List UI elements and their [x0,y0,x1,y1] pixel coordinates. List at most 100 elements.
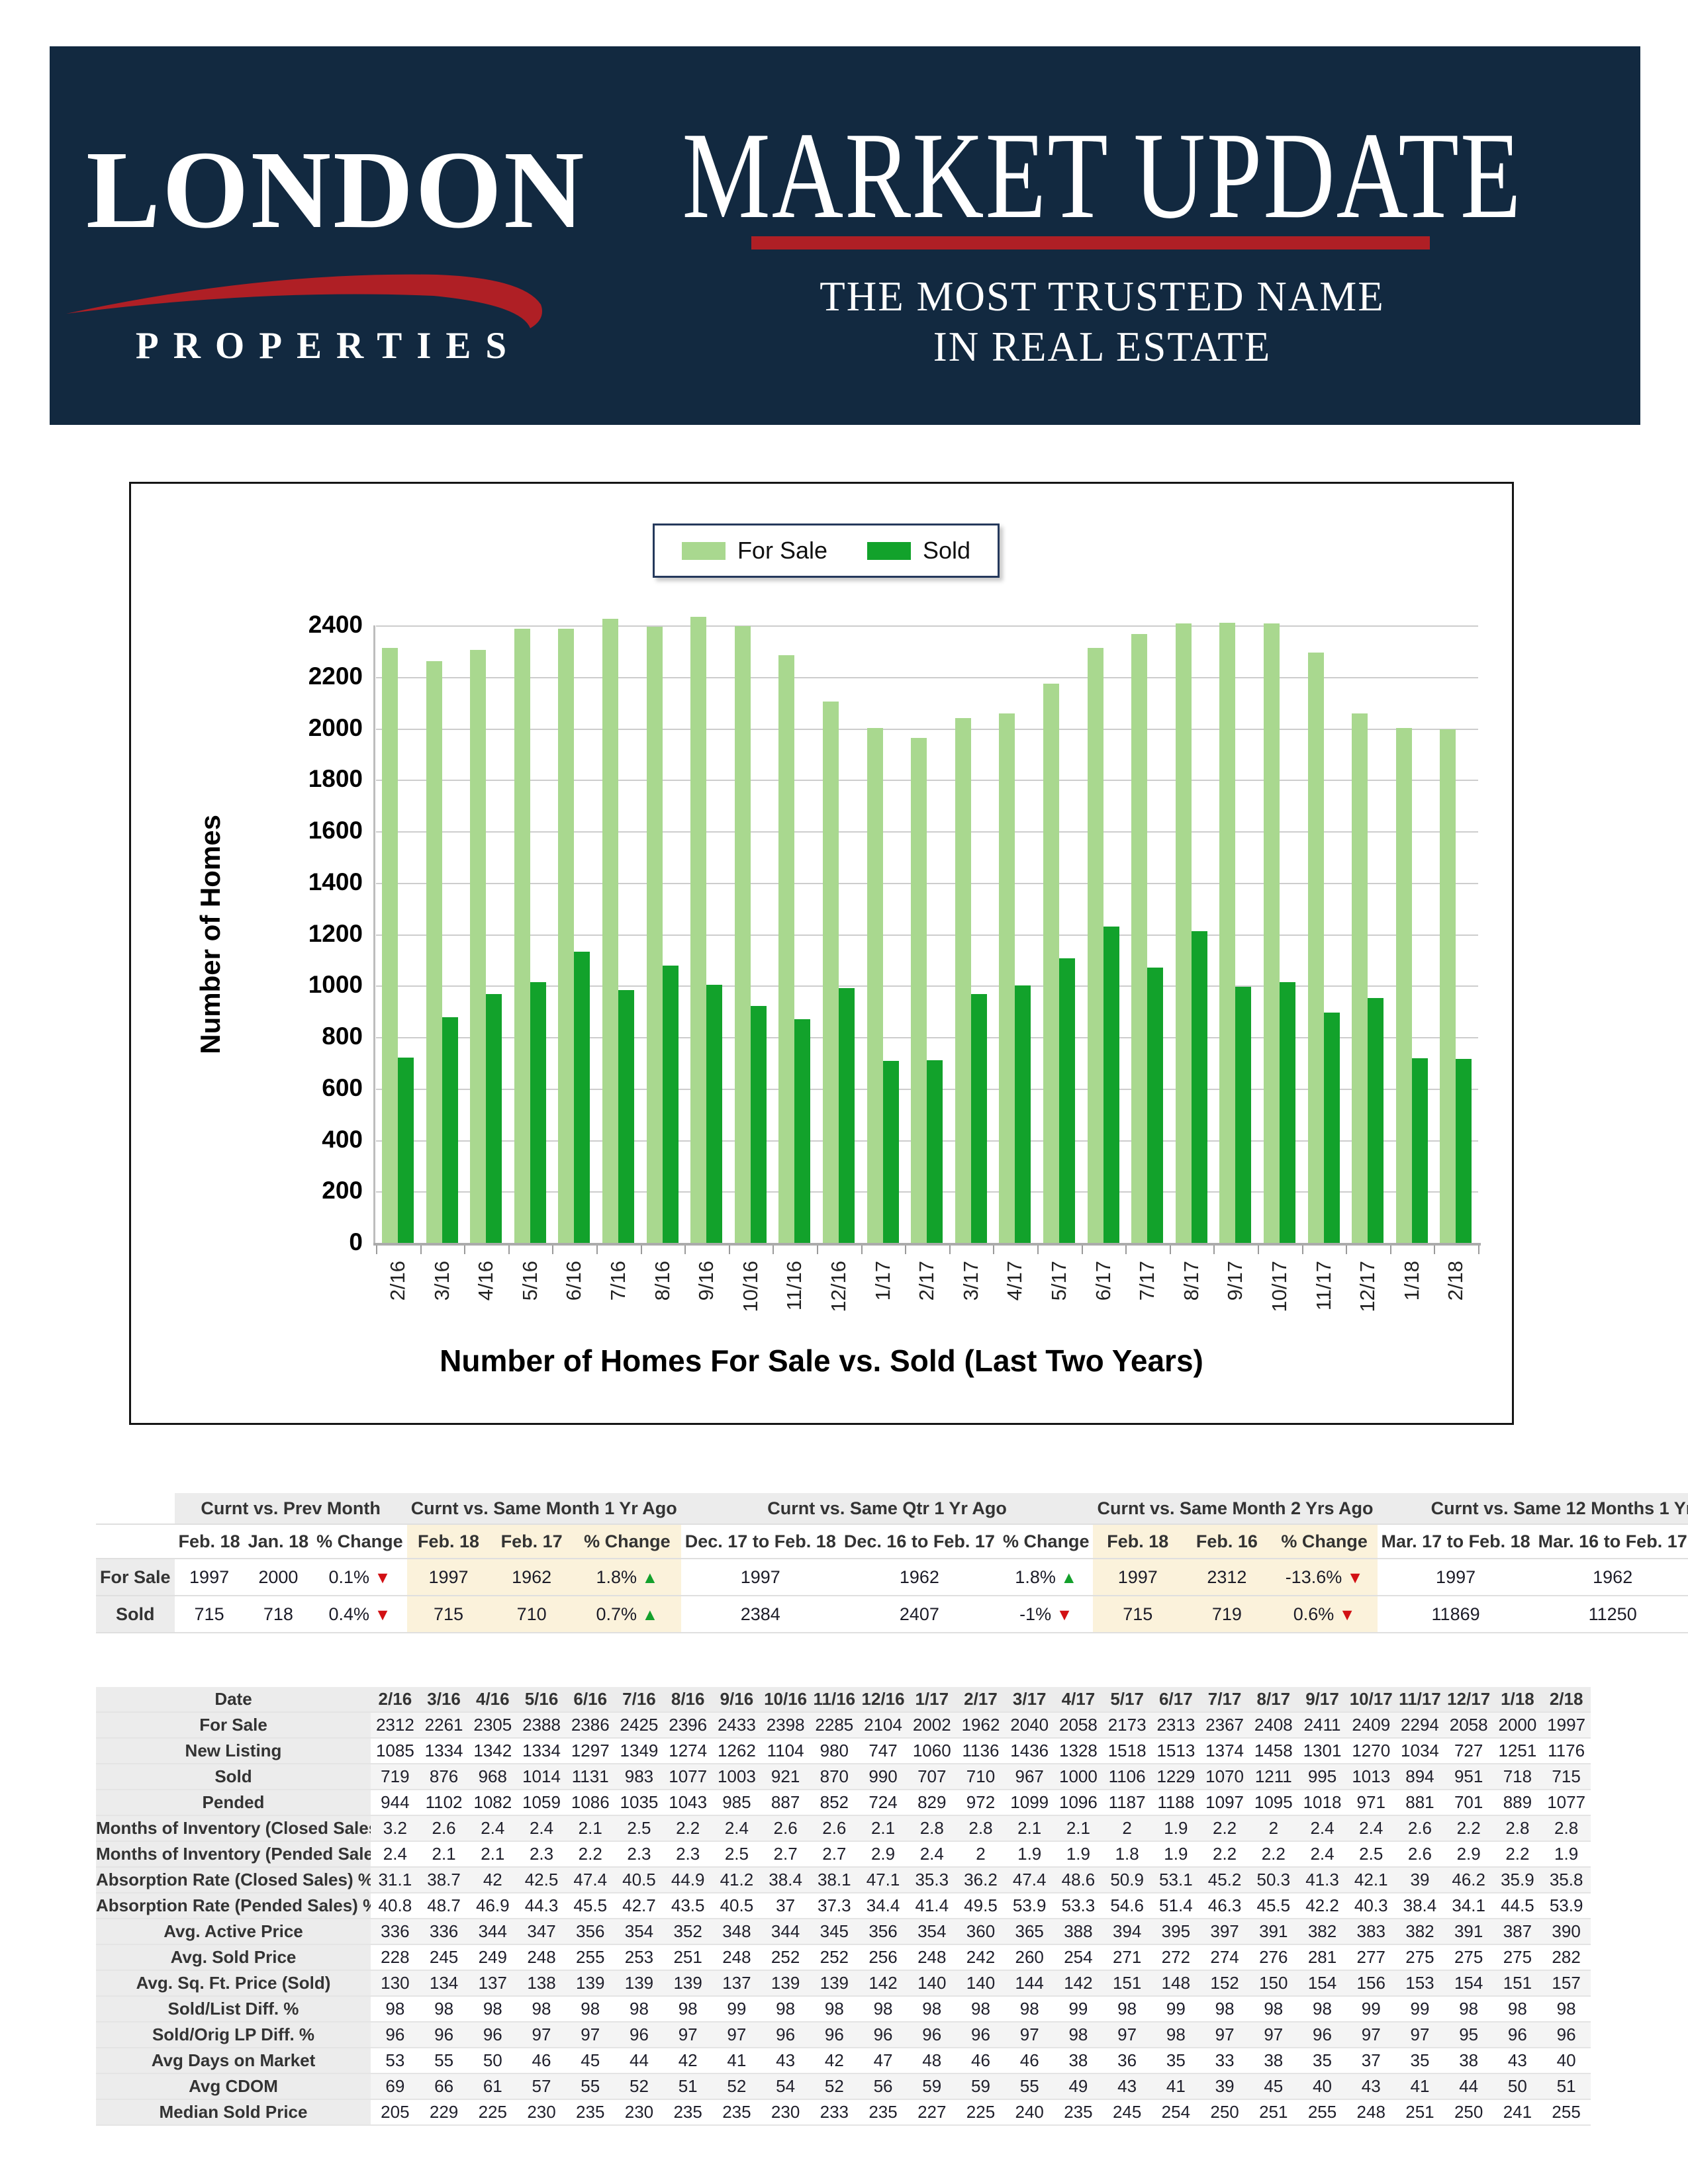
summary-corner-cell [96,1493,175,1524]
tagline-line1: THE MOST TRUSTED NAME [820,273,1385,320]
detail-cell: 2.2 [663,1815,713,1841]
detail-cell: 50 [1493,2073,1542,2099]
detail-cell: 2.4 [517,1815,566,1841]
detail-cell: 97 [1346,2022,1396,2048]
detail-cell: 35 [1313,2050,1332,2070]
summary-cell: 2000 [258,1567,299,1587]
detail-cell: 45 [1248,2073,1298,2099]
detail-column-header: 11/16 [810,1687,859,1712]
detail-cell: 154 [1297,1970,1347,1996]
detail-cell: 1342 [473,1741,512,1760]
x-tick-label: 8/16 [650,1261,674,1301]
detail-cell: 715 [1542,1764,1591,1790]
detail-cell: 1962 [956,1712,1006,1738]
detail-cell: 96 [1542,2022,1591,2048]
detail-cell: 251 [1259,2102,1288,2122]
detail-cell: 69 [371,2073,420,2099]
gridline [376,882,1478,884]
detail-cell: 97 [712,2022,761,2048]
detail-column-header: 2/18 [1542,1687,1591,1712]
detail-cell: 354 [614,1919,664,1944]
x-tick-label: 2/17 [915,1261,939,1301]
bar-for-sale [1308,653,1324,1243]
bar-sold [1192,931,1207,1243]
summary-column-header: Feb. 18 [174,1524,244,1559]
y-tick-label: 2000 [308,713,363,741]
detail-cell: 46 [1019,2050,1039,2070]
summary-cell: 1997 [1436,1567,1476,1587]
x-tick-label: 12/16 [827,1261,851,1312]
detail-cell: 44.5 [1501,1895,1534,1915]
detail-cell: 96 [468,2022,518,2048]
detail-cell: 2.8 [907,1815,957,1841]
detail-cell: 2.4 [919,1844,944,1864]
detail-cell: 2002 [907,1712,957,1738]
summary-cell: 1962 [1593,1567,1633,1587]
detail-cell: 876 [419,1764,469,1790]
detail-cell: 2.2 [1200,1815,1249,1841]
detail-cell: 130 [371,1970,420,1996]
summary-cell: 2312 [1182,1559,1272,1596]
legend-item: Sold [867,537,970,565]
detail-cell: 45.5 [1256,1895,1291,1915]
detail-cell: 97 [1395,2022,1444,2048]
detail-row-label: Pended [96,1790,371,1815]
detail-cell: 245 [429,1947,459,1967]
detail-cell: 275 [1405,1947,1434,1967]
bar-sold [706,985,722,1243]
detail-column-header: 10/16 [761,1687,810,1712]
down-arrow-icon: ▼ [1056,1605,1073,1624]
detail-column-header: 6/16 [565,1687,615,1712]
detail-cell: 38 [1264,2050,1284,2070]
detail-cell: 251 [673,1947,702,1967]
x-tick [993,1246,994,1254]
detail-cell: 2411 [1297,1712,1347,1738]
detail-cell: 1518 [1107,1741,1147,1760]
x-tick-label: 4/17 [1003,1261,1027,1301]
detail-cell: 49.5 [964,1895,998,1915]
x-tick [1302,1246,1303,1254]
x-tick-label: 2/16 [386,1261,410,1301]
detail-cell: 2305 [468,1712,518,1738]
y-tick-label: 0 [349,1228,363,1255]
detail-cell: 2.8 [956,1815,1006,1841]
x-tick [729,1246,730,1254]
y-tick-label: 200 [322,1177,363,1205]
table-row: Sold/Orig LP Diff. % 96 96 96 97 97 96 97 97 96 96… [96,2022,1591,2048]
detail-cell: 1187 [1108,1792,1146,1812]
detail-cell: 2408 [1248,1712,1298,1738]
detail-cell: 348 [712,1919,761,1944]
legend-label: For Sale [737,537,827,564]
bar-for-sale [470,650,486,1243]
detail-cell: 388 [1054,1919,1103,1944]
detail-cell: 46.9 [475,1895,510,1915]
table-row: New Listing 1085 1334 1342 1334 1297 1349 1274 1… [96,1738,1591,1764]
detail-cell: 139 [810,1970,859,1996]
table-row: Absorption Rate (Pended Sales) % 40.8 48.7… [96,1893,1591,1919]
detail-cell: 2104 [859,1712,908,1738]
detail-column-header: 7/16 [614,1687,664,1712]
summary-cell: 2407 [899,1604,939,1624]
bar-for-sale [1352,713,1368,1243]
detail-cell: 98 [1556,1999,1576,2019]
detail-cell: 42 [468,1867,518,1893]
x-tick [1170,1246,1171,1254]
detail-cell: 1136 [962,1741,1000,1760]
detail-cell: 98 [1151,2022,1201,2048]
x-tick [1258,1246,1259,1254]
detail-cell: 205 [381,2102,410,2122]
detail-cell: 1251 [1498,1741,1537,1760]
table-row: Months of Inventory (Pended Sales) 2.4 2.1… [96,1841,1591,1867]
logo-wordmark-properties: PROPERTIES [135,325,522,367]
bar-sold [1324,1013,1340,1243]
detail-cell: 98 [385,1999,405,2019]
gridline [376,831,1478,833]
detail-cell: 2058 [1054,1712,1103,1738]
detail-cell: 52 [614,2073,664,2099]
detail-cell: 140 [907,1970,957,1996]
x-tick-label: 12/17 [1356,1261,1380,1312]
detail-cell: 98 [1313,1999,1332,2019]
detail-cell: 37 [1361,2050,1381,2070]
summary-cell: 1.8% ▲ [573,1559,681,1596]
detail-cell: 1102 [425,1792,463,1812]
